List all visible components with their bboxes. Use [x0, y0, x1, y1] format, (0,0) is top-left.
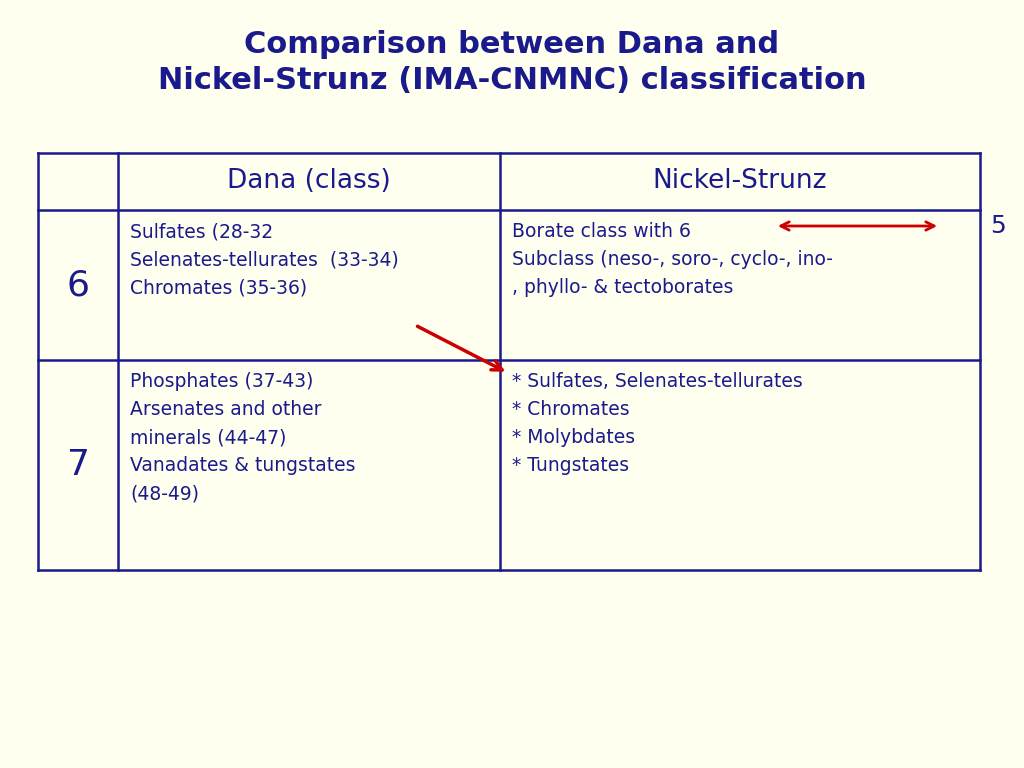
Text: * Sulfates, Selenates-tellurates
* Chromates
* Molybdates
* Tungstates: * Sulfates, Selenates-tellurates * Chrom… — [512, 372, 803, 475]
Text: Sulfates (28-32
Selenates-tellurates  (33-34)
Chromates (35-36): Sulfates (28-32 Selenates-tellurates (33… — [130, 222, 398, 297]
Text: 7: 7 — [67, 448, 89, 482]
Text: Comparison between Dana and
Nickel-Strunz (IMA-CNMNC) classification: Comparison between Dana and Nickel-Strun… — [158, 30, 866, 95]
Text: Phosphates (37-43)
Arsenates and other
minerals (44-47)
Vanadates & tungstates
(: Phosphates (37-43) Arsenates and other m… — [130, 372, 355, 503]
Text: Borate class with 6
Subclass (neso-, soro-, cyclo-, ino-
, phyllo- & tectoborate: Borate class with 6 Subclass (neso-, sor… — [512, 222, 833, 297]
Text: 5: 5 — [990, 214, 1006, 238]
Text: 6: 6 — [67, 268, 89, 302]
Text: Dana (class): Dana (class) — [227, 168, 391, 194]
Text: Nickel-Strunz: Nickel-Strunz — [652, 168, 827, 194]
